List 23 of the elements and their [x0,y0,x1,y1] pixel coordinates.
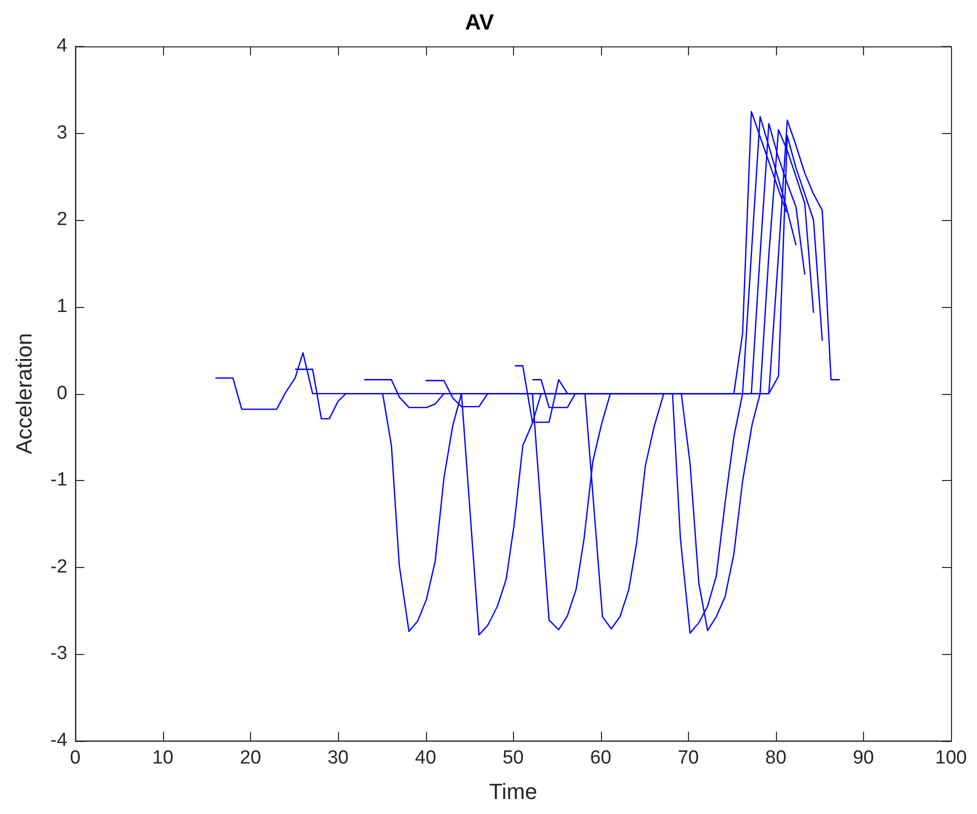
y-tick-label: 4 [56,36,68,57]
x-tick-label: 80 [765,747,786,768]
y-tick-label: 2 [56,209,68,230]
x-tick-label: 40 [415,747,436,768]
x-tick-label: 90 [852,747,874,768]
y-axis-title: Acceleration [11,333,36,454]
x-axis-title: Time [489,778,538,804]
y-tick-label: -1 [50,470,68,491]
x-tick-label: 10 [152,747,174,768]
y-tick-label: -3 [50,643,68,664]
x-tick-label: 70 [678,747,699,768]
x-tick-label: 100 [935,747,967,768]
y-tick-label: -2 [50,556,68,578]
chart-title: AV [465,9,494,34]
x-tick-label: 50 [502,747,524,768]
x-tick-label: 20 [240,747,262,768]
x-tick-label: 0 [70,747,81,768]
y-tick-label: 1 [56,296,68,318]
x-tick-label: 30 [327,747,349,768]
y-tick-label: -4 [50,730,68,752]
x-tick-label: 60 [590,747,612,768]
y-tick-label: 0 [56,382,68,404]
y-tick-label: 3 [56,122,68,144]
